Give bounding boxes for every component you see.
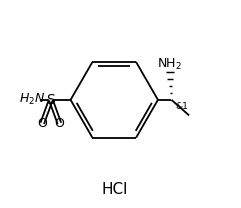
Text: &1: &1 bbox=[175, 102, 188, 111]
Text: $H_2N$: $H_2N$ bbox=[19, 92, 45, 107]
Text: O: O bbox=[55, 117, 65, 130]
Text: O: O bbox=[37, 117, 47, 130]
Text: S: S bbox=[47, 93, 55, 107]
Text: NH$_2$: NH$_2$ bbox=[157, 57, 182, 72]
Text: HCl: HCl bbox=[101, 182, 127, 197]
